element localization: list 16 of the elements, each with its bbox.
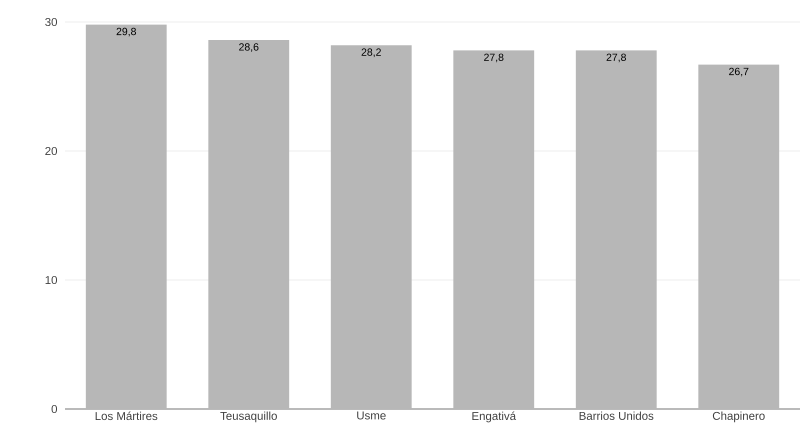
y-tick-label: 10	[46, 276, 58, 284]
y-tick-label: 0	[52, 404, 58, 414]
data-label: 26,7	[729, 68, 748, 76]
x-tick-label: Usme	[357, 412, 386, 420]
x-tick-label: Los Mártires	[96, 412, 158, 420]
data-label: 27,8	[484, 54, 504, 62]
data-label: 27,8	[606, 54, 626, 62]
y-tick-label: 20	[45, 146, 58, 156]
x-tick-label: Chapinero	[712, 412, 765, 422]
x-tick-label: Engativá	[472, 412, 516, 422]
x-tick-label: Teusaquillo	[220, 412, 277, 422]
data-label: 28,6	[239, 43, 258, 52]
data-label: 29,8	[116, 28, 136, 36]
x-tick-label: Barrios Unidos	[580, 412, 654, 420]
y-tick-label: 30	[45, 18, 58, 26]
data-label: 28,2	[362, 48, 381, 58]
